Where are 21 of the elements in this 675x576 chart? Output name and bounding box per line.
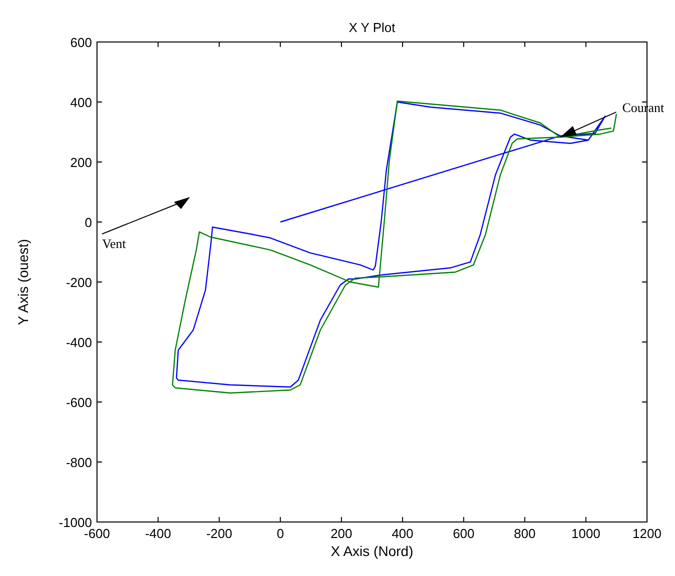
- y-tick-label: -600: [66, 395, 92, 410]
- y-tick-label: -400: [66, 335, 92, 350]
- x-tick-label: -400: [145, 526, 172, 541]
- x-tick-label: 200: [330, 526, 352, 541]
- x-tick-label: 1200: [632, 526, 662, 541]
- x-tick-label: 600: [452, 526, 475, 541]
- y-tick-label: 600: [70, 35, 92, 50]
- x-tick-label: 1000: [571, 526, 600, 541]
- y-tick-label: -800: [66, 455, 92, 470]
- x-tick-label: -200: [206, 526, 232, 541]
- x-axis-title: X Axis (Nord): [330, 543, 414, 559]
- x-tick-label: 400: [392, 526, 414, 541]
- annotation: Vent: [102, 236, 126, 251]
- y-tick-label: 0: [84, 215, 92, 230]
- x-tick-label: 0: [276, 526, 284, 541]
- y-tick-label: 200: [70, 155, 92, 170]
- x-tick-label: 800: [514, 526, 536, 541]
- y-axis-title: Y Axis (ouest): [15, 238, 31, 326]
- y-tick-label: 400: [70, 95, 92, 110]
- chart-title: X Y Plot: [348, 20, 396, 35]
- y-tick-label: -200: [66, 275, 92, 290]
